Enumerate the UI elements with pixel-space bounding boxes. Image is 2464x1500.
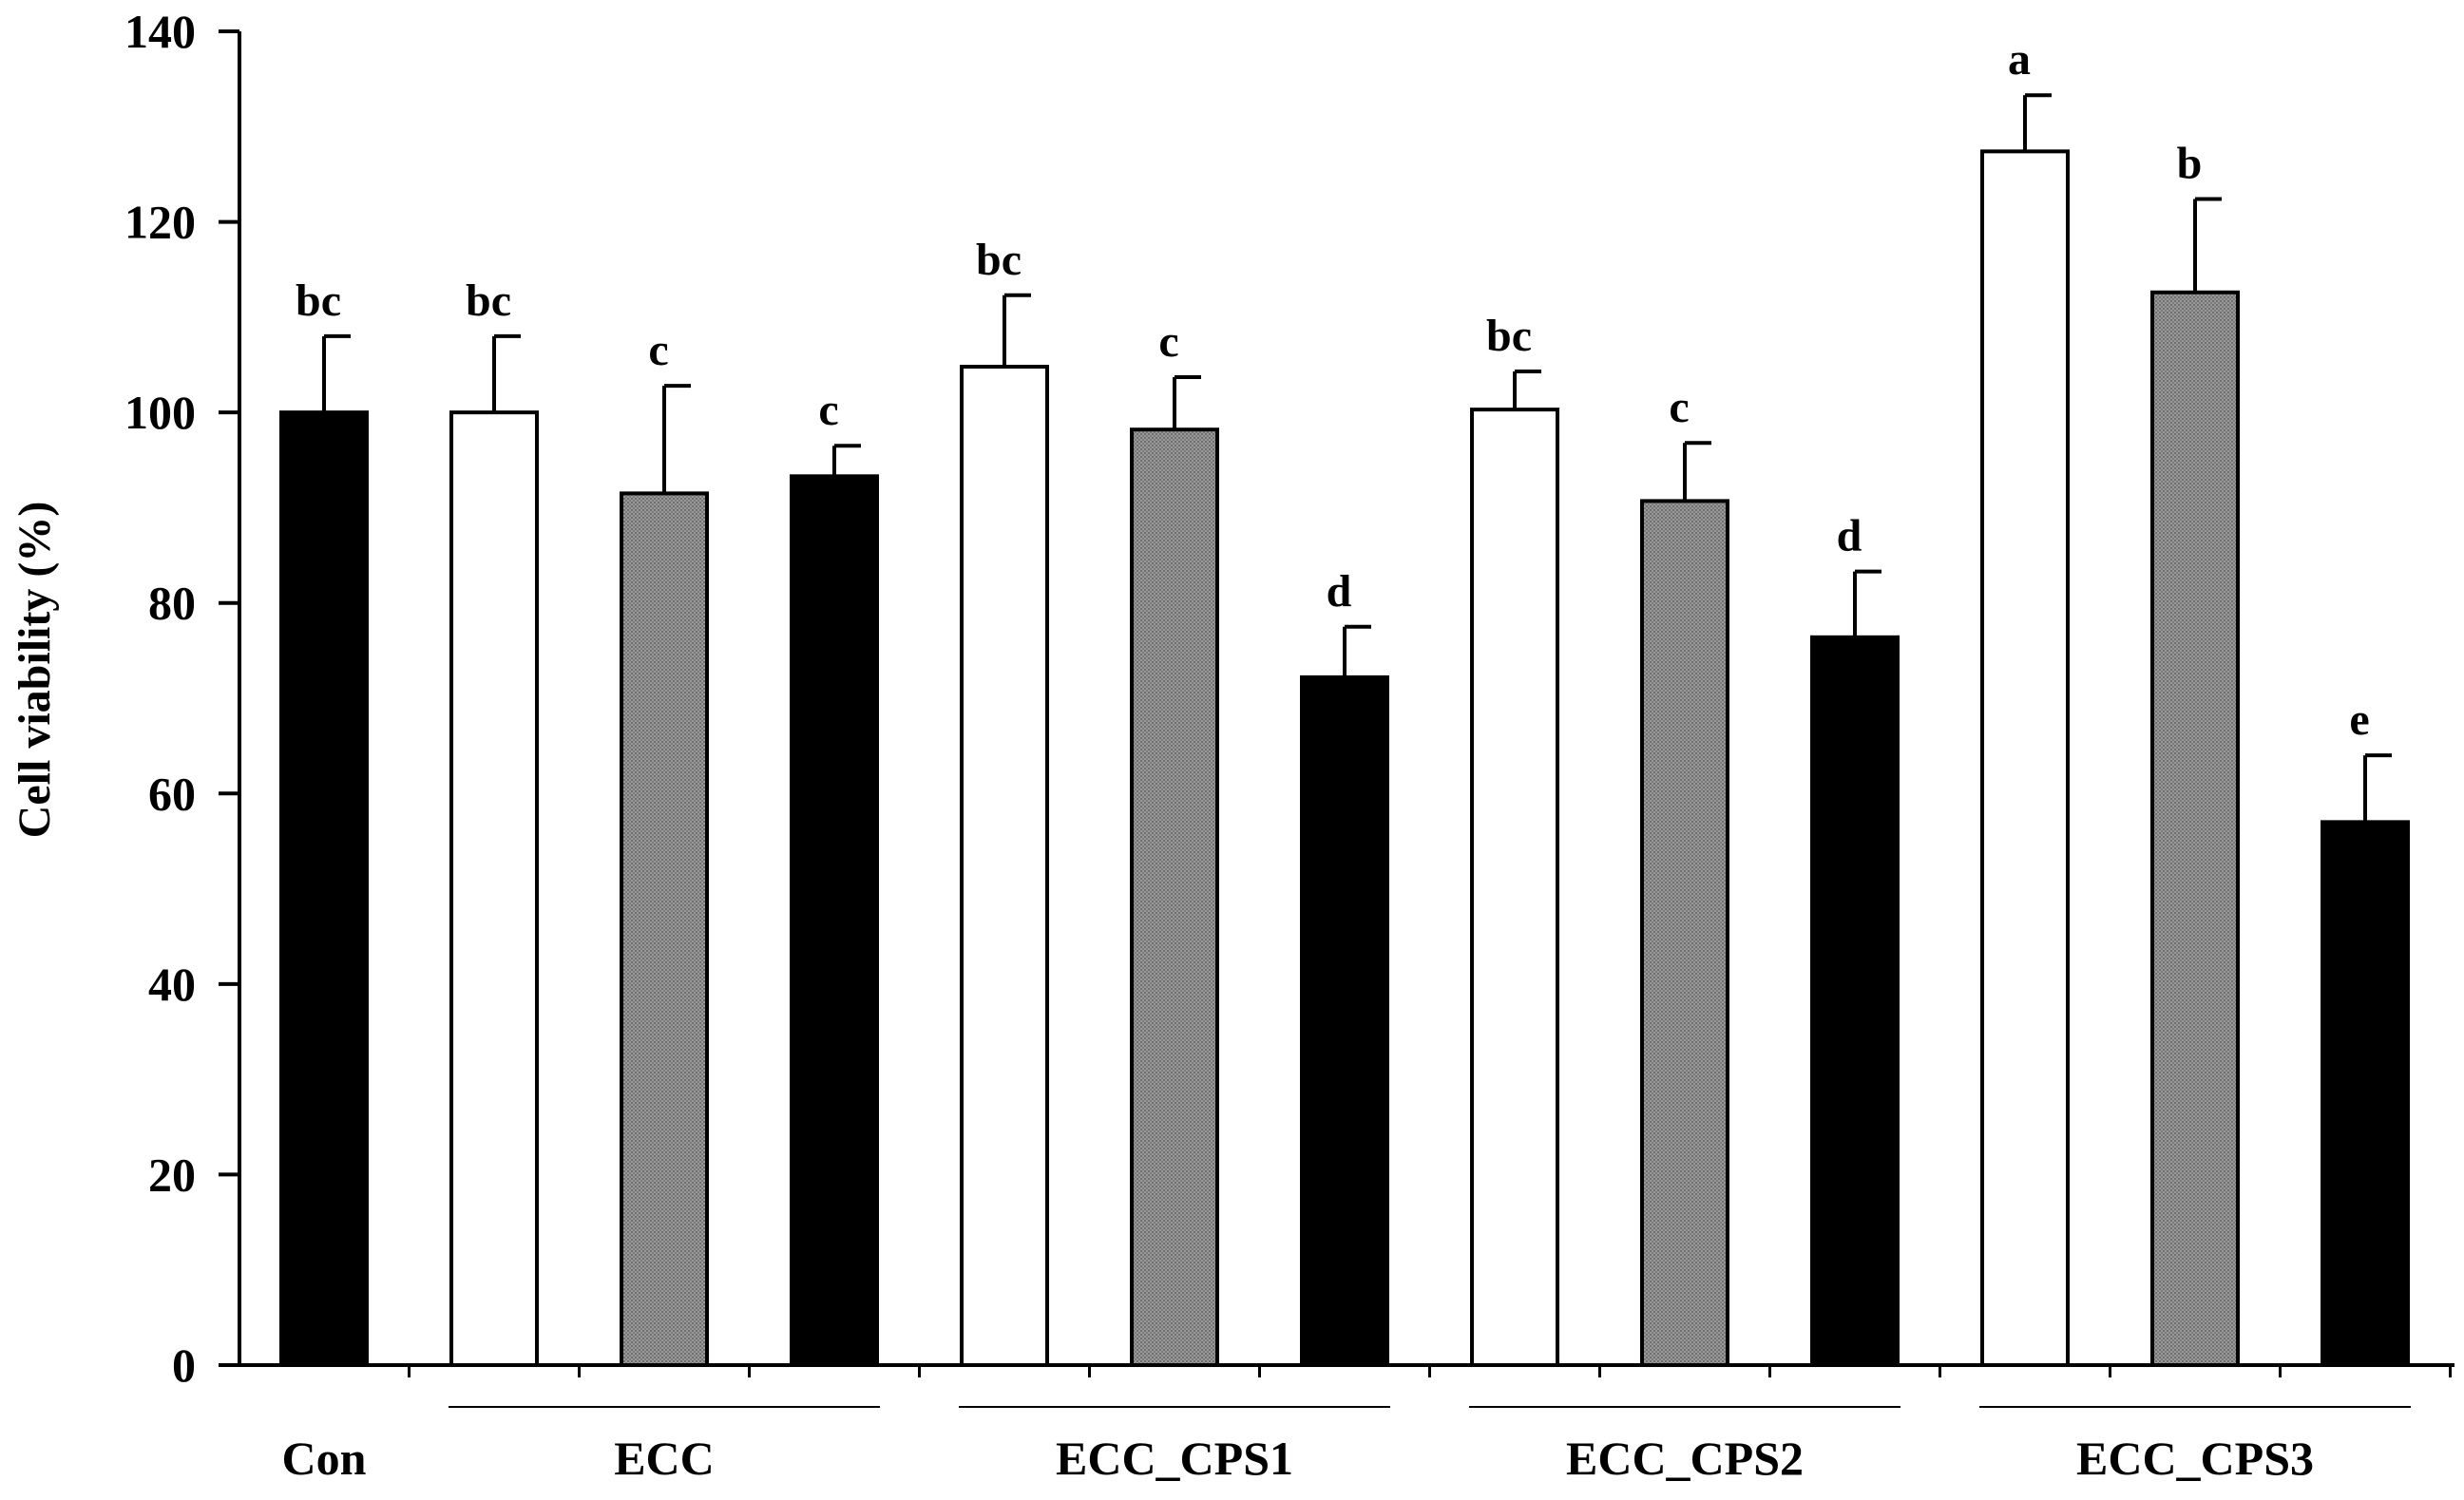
group-label-ecc: ECC [614,1432,715,1485]
significance-label: a [2008,34,2031,85]
y-tick-label: 140 [124,5,196,58]
group-label-ecc-cps3: ECC_CPS3 [2076,1432,2314,1485]
bar-ecc-3 [790,474,879,1367]
significance-label: c [1158,316,1178,367]
group-label-ecc-cps2: ECC_CPS2 [1566,1432,1804,1485]
y-axis-label: Cell viability (%) [10,502,60,839]
bar-ecc-cps1-1 [960,365,1049,1367]
y-tick-label: 20 [148,1148,196,1201]
significance-label: bc [976,235,1022,285]
significance-label: bc [466,275,511,326]
bar-ecc-cps1-2 [1130,427,1219,1367]
bar-ecc-cps3-1 [1980,149,2070,1368]
bar-ecc-2 [620,491,709,1367]
y-tick-label: 60 [148,767,196,820]
bar-ecc-cps2-3 [1810,635,1900,1367]
group-labels: Con ECC ECC_CPS1 ECC_CPS2 ECC_CPS3 [282,1406,2411,1485]
significance-label: bc [1486,311,1532,361]
y-tick-label: 100 [124,386,196,439]
significance-label: c [1669,382,1689,432]
group-label-con: Con [282,1432,367,1485]
y-tick-label: 120 [124,196,196,249]
bar-ecc-cps2-1 [1470,408,1559,1367]
bar-ecc-cps1-3 [1300,674,1389,1367]
bar-ecc-1 [449,410,539,1367]
bars: bc bc c c bc c d bc c d a b e [279,34,2410,1368]
significance-label: d [1327,566,1352,617]
bar-ecc-cps2-2 [1640,499,1729,1367]
significance-label: c [818,385,838,435]
bar-ecc-cps3-2 [2150,290,2240,1368]
significance-label: d [1837,511,1862,561]
bar-ecc-cps3-3 [2321,820,2410,1367]
y-tick-label: 40 [148,958,196,1011]
y-tick-label: 80 [148,577,196,630]
significance-label: c [648,325,668,375]
bar-con-1 [279,410,369,1367]
significance-label: e [2349,694,2369,745]
significance-label: b [2177,139,2203,189]
significance-label: bc [296,275,341,326]
y-tick-label: 0 [172,1339,196,1392]
y-axis-title: Cell viability (%) [10,502,60,839]
axes: 0 20 40 60 80 100 120 140 [124,5,2454,1392]
group-label-ecc-cps1: ECC_CPS1 [1056,1432,1293,1485]
